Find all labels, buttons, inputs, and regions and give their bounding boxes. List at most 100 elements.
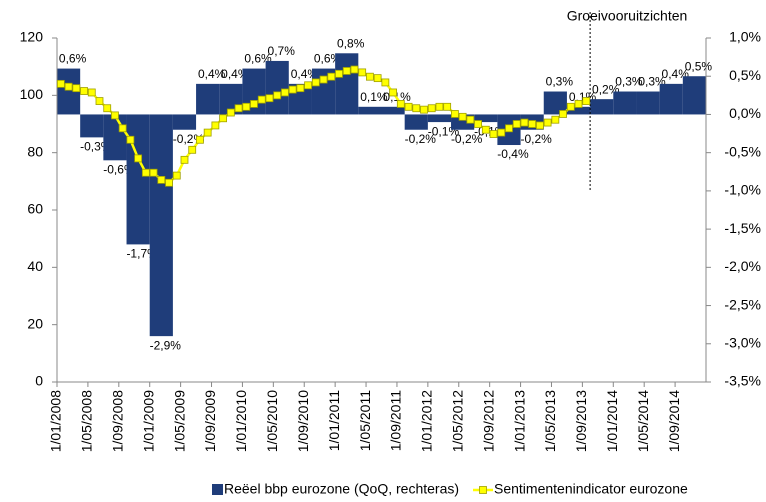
value-label: 0,3% [638, 75, 666, 89]
bar [427, 114, 452, 123]
marker [466, 115, 475, 124]
bar [474, 114, 498, 123]
value-label: 0,6% [244, 52, 272, 66]
value-label: -0,2% [405, 132, 437, 146]
marker [520, 118, 529, 127]
marker [319, 75, 328, 84]
marker [281, 88, 289, 97]
x-tick-label: 1/05/2014 [635, 390, 651, 452]
value-label: -0,2% [451, 132, 483, 146]
marker [458, 112, 467, 121]
value-label: 0,6% [314, 52, 342, 66]
x-tick-label: 1/09/2011 [388, 390, 404, 451]
value-label: 0,7% [268, 44, 296, 58]
x-tick-label: 1/09/2008 [110, 390, 126, 452]
marker [366, 72, 374, 81]
y2-tick-label: 0,5% [729, 67, 761, 83]
y2-tick-label: -3,5% [724, 373, 761, 389]
marker [296, 84, 305, 93]
bar [196, 83, 220, 115]
y-tick-label: 20 [27, 315, 43, 331]
x-tick-label: 1/01/2011 [326, 390, 342, 451]
bar [381, 106, 405, 115]
legend-label: Reëel bbp eurozone (QoQ, rechteras) [224, 481, 459, 497]
bar [590, 99, 614, 115]
x-tick-label: 1/01/2012 [419, 390, 435, 452]
marker [304, 81, 313, 90]
bar [172, 114, 197, 130]
marker [80, 87, 88, 95]
marker [311, 78, 320, 87]
marker [219, 114, 228, 123]
x-tick-label: 1/09/2009 [202, 390, 218, 452]
value-label: 0,3% [615, 75, 643, 89]
marker [188, 145, 197, 154]
value-label: 0,3% [546, 75, 574, 89]
marker [234, 104, 243, 113]
value-label: -0,4% [497, 147, 529, 161]
marker [257, 95, 266, 104]
bar [613, 91, 637, 115]
value-label: 0,2% [592, 82, 620, 96]
marker [226, 108, 235, 117]
marker [157, 175, 166, 184]
marker [327, 72, 336, 81]
bar [682, 76, 706, 115]
marker [56, 79, 65, 88]
marker [211, 121, 220, 130]
value-label: -2,9% [150, 338, 182, 352]
legend-marker [479, 486, 487, 494]
value-label: 0,4% [662, 67, 690, 81]
marker [103, 104, 112, 113]
x-tick-label: 1/01/2008 [48, 390, 64, 452]
marker [118, 124, 127, 133]
y-tick-label: 60 [27, 201, 43, 217]
bar [543, 91, 567, 115]
y-tick-label: 80 [27, 143, 43, 159]
marker [396, 100, 405, 108]
x-tick-label: 1/05/2009 [171, 390, 187, 452]
marker [543, 118, 552, 127]
marker [505, 124, 513, 133]
x-tick-label: 1/01/2014 [604, 390, 620, 452]
marker [512, 120, 521, 128]
marker [574, 100, 583, 108]
bar [103, 114, 127, 161]
bar [358, 106, 382, 115]
x-tick-label: 1/01/2013 [511, 390, 527, 452]
y2-tick-label: 1,0% [729, 29, 761, 45]
marker [180, 155, 189, 164]
marker [350, 65, 359, 74]
bar [80, 114, 104, 138]
marker [566, 102, 575, 111]
marker [358, 68, 367, 77]
marker [242, 102, 251, 111]
value-label: -0,2% [520, 132, 552, 146]
bar [566, 106, 591, 115]
marker [111, 111, 119, 120]
y2-tick-label: -1,0% [724, 182, 761, 198]
y2-tick-label: -0,5% [724, 143, 761, 159]
y2-tick-label: -2,5% [724, 296, 761, 312]
legend-swatch [212, 484, 223, 495]
annotation: Groeivooruitzichten [567, 8, 688, 24]
x-tick-label: 1/01/2010 [233, 390, 249, 452]
marker [427, 104, 436, 113]
value-label: 0,8% [337, 36, 365, 50]
value-label: 0,4% [291, 67, 319, 81]
marker [497, 128, 506, 137]
y-tick-label: 120 [20, 29, 44, 45]
y-tick-label: 100 [20, 86, 44, 102]
marker [582, 97, 591, 105]
value-label: 0,4% [221, 67, 249, 81]
bar [335, 53, 359, 115]
marker [443, 102, 452, 111]
marker [559, 110, 567, 118]
marker [165, 178, 173, 187]
y2-tick-label: -1,5% [724, 220, 761, 236]
marker [528, 120, 537, 128]
x-tick-label: 1/01/2009 [140, 390, 156, 452]
marker [72, 84, 81, 93]
marker [381, 78, 390, 87]
